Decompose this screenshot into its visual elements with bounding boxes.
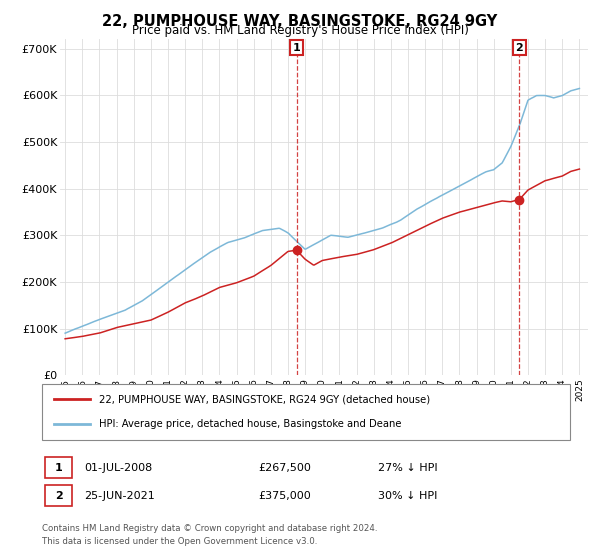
Text: HPI: Average price, detached house, Basingstoke and Deane: HPI: Average price, detached house, Basi… <box>99 419 401 429</box>
Text: £267,500: £267,500 <box>258 463 311 473</box>
Text: £375,000: £375,000 <box>258 491 311 501</box>
Text: 30% ↓ HPI: 30% ↓ HPI <box>378 491 437 501</box>
Text: Price paid vs. HM Land Registry's House Price Index (HPI): Price paid vs. HM Land Registry's House … <box>131 24 469 36</box>
Text: 22, PUMPHOUSE WAY, BASINGSTOKE, RG24 9GY: 22, PUMPHOUSE WAY, BASINGSTOKE, RG24 9GY <box>103 14 497 29</box>
Text: 27% ↓ HPI: 27% ↓ HPI <box>378 463 437 473</box>
Text: 1: 1 <box>293 43 301 53</box>
Text: 1: 1 <box>55 463 62 473</box>
Text: 2: 2 <box>515 43 523 53</box>
Text: 01-JUL-2008: 01-JUL-2008 <box>84 463 152 473</box>
Text: This data is licensed under the Open Government Licence v3.0.: This data is licensed under the Open Gov… <box>42 537 317 546</box>
Text: 22, PUMPHOUSE WAY, BASINGSTOKE, RG24 9GY (detached house): 22, PUMPHOUSE WAY, BASINGSTOKE, RG24 9GY… <box>99 394 430 404</box>
Text: 2: 2 <box>55 491 62 501</box>
Text: 25-JUN-2021: 25-JUN-2021 <box>84 491 155 501</box>
Text: Contains HM Land Registry data © Crown copyright and database right 2024.: Contains HM Land Registry data © Crown c… <box>42 524 377 533</box>
